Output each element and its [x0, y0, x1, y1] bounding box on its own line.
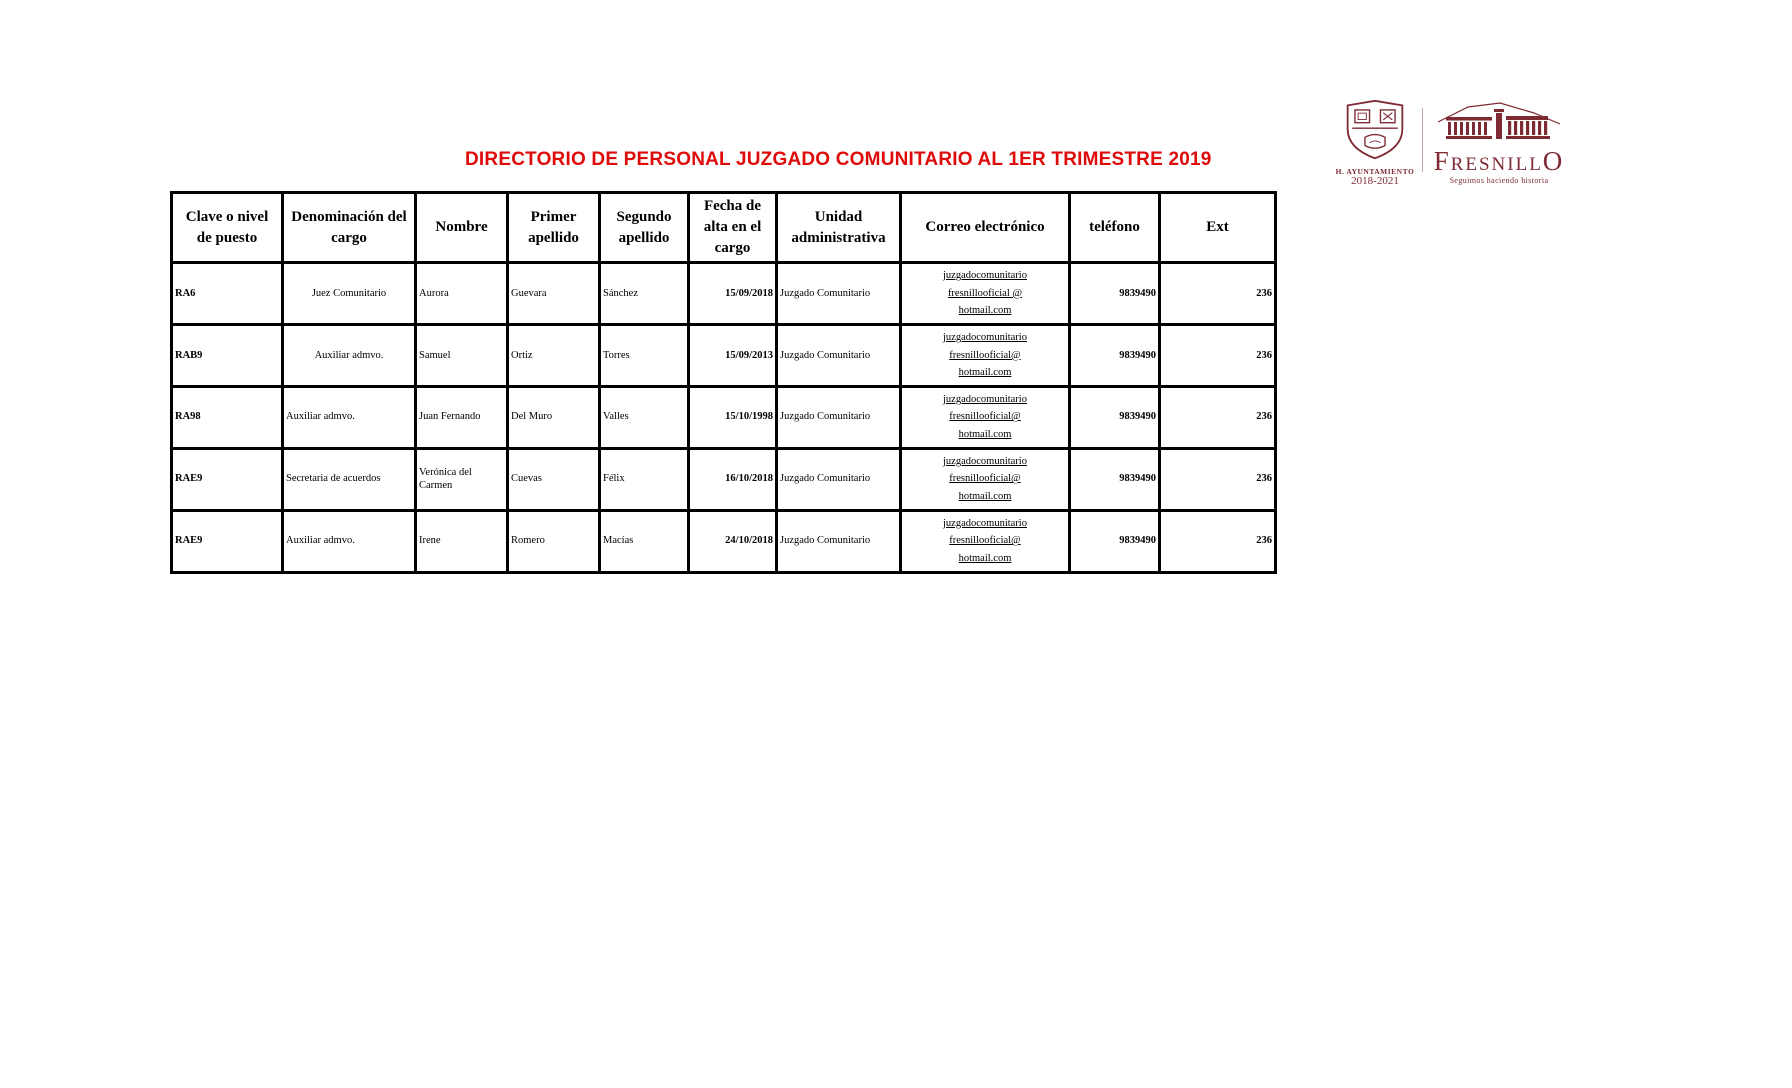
- cell-ext: 236: [1158, 508, 1277, 574]
- cell-clave: RAB9: [170, 322, 284, 388]
- table-row: RA6 Juez Comunitario Aurora Guevara Sánc…: [170, 261, 1277, 326]
- col-header-telefono: teléfono: [1068, 191, 1161, 264]
- cell-correo: juzgadocomunitario fresnillooficial@ hot…: [899, 322, 1071, 388]
- cell-cargo: Juez Comunitario: [281, 261, 417, 326]
- cell-nombre: Irene: [414, 508, 509, 574]
- cell-unidad: Juzgado Comunitario: [775, 446, 902, 512]
- cell-segundo-apellido: Félix: [598, 446, 690, 512]
- fresnillo-building-icon: [1437, 102, 1561, 147]
- email-link-line[interactable]: fresnillooficial@: [949, 473, 1021, 485]
- email-link-line[interactable]: juzgadocomunitario: [943, 517, 1027, 529]
- cell-segundo-apellido: Sánchez: [598, 261, 690, 326]
- table-row: RAE9 Secretaria de acuerdos Verónica del…: [170, 446, 1277, 512]
- logo-divider: [1422, 107, 1423, 172]
- col-header-denominacion: Denominación del cargo: [281, 191, 417, 264]
- cell-telefono: 9839490: [1068, 384, 1161, 450]
- header-logo: H. AYUNTAMIENTO 2018-2021: [1332, 96, 1582, 191]
- cell-primer-apellido: Del Muro: [506, 384, 601, 450]
- cell-correo: juzgadocomunitario fresnillooficial@ hot…: [899, 446, 1071, 512]
- table-row: RAE9 Auxiliar admvo. Irene Romero Macías…: [170, 508, 1277, 574]
- cell-cargo: Auxiliar admvo.: [281, 384, 417, 450]
- email-link-line[interactable]: juzgadocomunitario: [943, 331, 1027, 343]
- cell-nombre: Samuel: [414, 322, 509, 388]
- cell-clave: RA6: [170, 261, 284, 326]
- cell-ext: 236: [1158, 322, 1277, 388]
- fresnillo-tagline: Seguimos haciendo historia: [1449, 176, 1549, 185]
- cell-cargo: Auxiliar admvo.: [281, 508, 417, 574]
- cell-correo: juzgadocomunitario fresnillooficial@ hot…: [899, 384, 1071, 450]
- cell-telefono: 9839490: [1068, 322, 1161, 388]
- email-link-line[interactable]: juzgadocomunitario: [943, 455, 1027, 467]
- email-link-line[interactable]: hotmail.com: [958, 491, 1012, 503]
- email-link-line[interactable]: hotmail.com: [958, 305, 1012, 317]
- email-link-line[interactable]: hotmail.com: [958, 429, 1012, 441]
- cell-clave: RAE9: [170, 446, 284, 512]
- col-header-segundo-apellido: Segundo apellido: [598, 191, 690, 264]
- email-link-line[interactable]: hotmail.com: [958, 367, 1012, 379]
- cell-fecha-alta: 16/10/2018: [687, 446, 778, 512]
- cell-nombre: Juan Fernando: [414, 384, 509, 450]
- crest-caption-ayuntamiento: H. AYUNTAMIENTO: [1335, 167, 1415, 177]
- cell-fecha-alta: 24/10/2018: [687, 508, 778, 574]
- cell-clave: RAE9: [170, 508, 284, 574]
- cell-primer-apellido: Romero: [506, 508, 601, 574]
- cell-cargo: Auxiliar admvo.: [281, 322, 417, 388]
- col-header-ext: Ext: [1158, 191, 1277, 264]
- email-link-line[interactable]: juzgadocomunitario: [943, 393, 1027, 405]
- col-header-nombre: Nombre: [414, 191, 509, 264]
- email-link-line[interactable]: fresnillooficial@: [949, 535, 1021, 547]
- table-row: RA98 Auxiliar admvo. Juan Fernando Del M…: [170, 384, 1277, 450]
- cell-nombre: Aurora: [414, 261, 509, 326]
- table-header-row: Clave o nivel de puesto Denominación del…: [170, 191, 1277, 264]
- cell-telefono: 9839490: [1068, 508, 1161, 574]
- cell-segundo-apellido: Valles: [598, 384, 690, 450]
- cell-correo: juzgadocomunitario fresnillooficial @ ho…: [899, 261, 1071, 326]
- crest-shield-icon: [1344, 99, 1406, 166]
- cell-ext: 236: [1158, 384, 1277, 450]
- email-link-line[interactable]: juzgadocomunitario: [943, 270, 1027, 281]
- cell-unidad: Juzgado Comunitario: [775, 261, 902, 326]
- cell-segundo-apellido: Torres: [598, 322, 690, 388]
- cell-cargo: Secretaria de acuerdos: [281, 446, 417, 512]
- cell-fecha-alta: 15/09/2013: [687, 322, 778, 388]
- cell-fecha-alta: 15/10/1998: [687, 384, 778, 450]
- crest-caption-years: 2018-2021: [1351, 175, 1399, 188]
- col-header-clave: Clave o nivel de puesto: [170, 191, 284, 264]
- email-link-line[interactable]: fresnillooficial@: [949, 411, 1021, 423]
- email-link-line[interactable]: fresnillooficial @: [947, 287, 1023, 299]
- cell-unidad: Juzgado Comunitario: [775, 384, 902, 450]
- cell-unidad: Juzgado Comunitario: [775, 322, 902, 388]
- col-header-primer-apellido: Primer apellido: [506, 191, 601, 264]
- cell-telefono: 9839490: [1068, 261, 1161, 326]
- email-link-line[interactable]: hotmail.com: [958, 552, 1012, 564]
- cell-primer-apellido: Cuevas: [506, 446, 601, 512]
- personnel-directory-table: Clave o nivel de puesto Denominación del…: [170, 191, 1277, 574]
- col-header-correo: Correo electrónico: [899, 191, 1071, 264]
- cell-segundo-apellido: Macías: [598, 508, 690, 574]
- cell-ext: 236: [1158, 446, 1277, 512]
- cell-fecha-alta: 15/09/2018: [687, 261, 778, 326]
- ayuntamiento-crest: H. AYUNTAMIENTO 2018-2021: [1332, 99, 1418, 187]
- fresnillo-wordmark: FresnillO: [1433, 146, 1565, 176]
- cell-unidad: Juzgado Comunitario: [775, 508, 902, 574]
- table-row: RAB9 Auxiliar admvo. Samuel Ortiz Torres…: [170, 322, 1277, 388]
- fresnillo-logo: FresnillO Seguimos haciendo historia: [1433, 102, 1565, 185]
- cell-telefono: 9839490: [1068, 446, 1161, 512]
- cell-clave: RA98: [170, 384, 284, 450]
- page-title: DIRECTORIO DE PERSONAL JUZGADO COMUNITAR…: [465, 149, 1212, 170]
- cell-correo: juzgadocomunitario fresnillooficial@ hot…: [899, 508, 1071, 574]
- email-link-line[interactable]: fresnillooficial@: [949, 349, 1021, 361]
- cell-primer-apellido: Guevara: [506, 261, 601, 326]
- col-header-unidad: Unidad administrativa: [775, 191, 902, 264]
- cell-nombre: Verónica del Carmen: [414, 446, 509, 512]
- cell-ext: 236: [1158, 261, 1277, 326]
- col-header-fecha-alta: Fecha de alta en el cargo: [687, 191, 778, 264]
- cell-primer-apellido: Ortiz: [506, 322, 601, 388]
